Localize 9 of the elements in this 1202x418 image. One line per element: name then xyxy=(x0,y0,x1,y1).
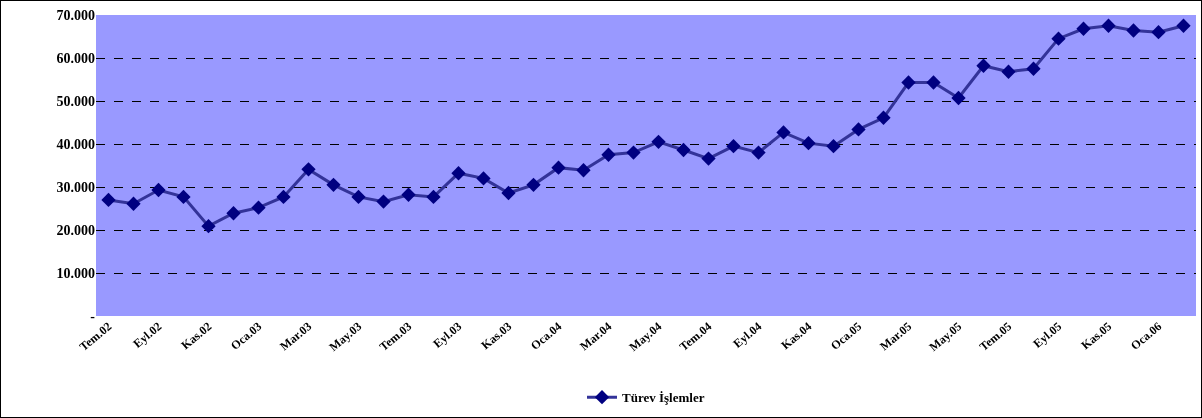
y-tick-label: 20.000 xyxy=(56,222,95,238)
y-tick-label: 70.000 xyxy=(56,7,95,23)
y-tick-label: 40.000 xyxy=(56,136,95,152)
y-tick-label: 10.000 xyxy=(56,265,95,281)
y-tick-label: 30.000 xyxy=(56,179,95,195)
y-tick-label: 60.000 xyxy=(56,50,95,66)
legend-label: Türev İşlemler xyxy=(622,390,705,406)
y-tick-label: - xyxy=(90,308,96,324)
y-tick-label: 50.000 xyxy=(56,93,95,109)
